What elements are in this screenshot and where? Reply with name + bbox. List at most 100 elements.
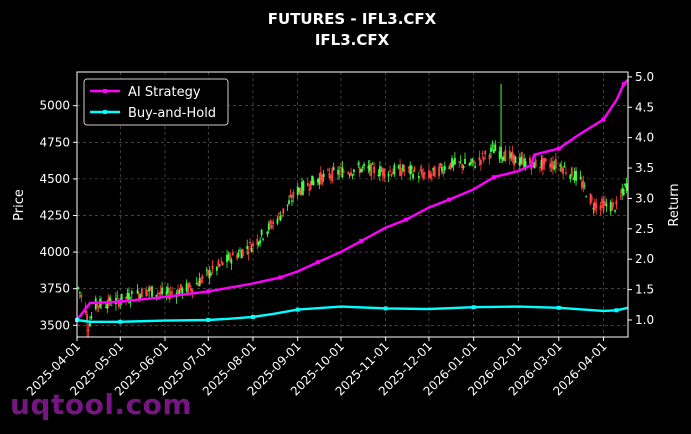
candle-body: [481, 153, 484, 155]
candle-body: [553, 165, 556, 170]
candle-body: [227, 254, 230, 261]
candle-body: [443, 166, 446, 171]
candle-body: [474, 166, 477, 168]
candle-body: [619, 195, 622, 197]
candle-body: [533, 162, 536, 169]
candle-body: [614, 210, 616, 212]
candle-body: [200, 279, 202, 283]
candle-body: [148, 287, 151, 292]
candle-body: [491, 145, 494, 147]
candle-body: [190, 287, 192, 291]
candle-body: [90, 316, 93, 319]
candle-body: [158, 292, 161, 295]
candle-body: [250, 248, 253, 252]
candle-body: [508, 150, 511, 159]
candle-body: [187, 284, 189, 293]
candle-body: [565, 172, 567, 174]
candle-body: [340, 167, 342, 169]
chart-title: FUTURES - IFL3.CFX: [268, 10, 437, 28]
candle-body: [178, 290, 181, 295]
candle-body: [197, 283, 200, 287]
y-tick-label: 4500: [39, 172, 70, 186]
candle-body: [569, 174, 572, 179]
candle-body: [249, 241, 251, 244]
candle-body: [282, 208, 285, 214]
candle-body: [393, 165, 396, 175]
candle-body: [511, 152, 514, 160]
ai-strategy-line-marker: [621, 82, 626, 87]
y-right-tick-label: 1.5: [635, 283, 654, 297]
ai-strategy-line-marker: [206, 289, 211, 294]
candle-body: [540, 160, 543, 168]
candle-body: [429, 173, 432, 179]
candle-body: [141, 288, 143, 298]
candle-body: [438, 166, 440, 177]
candle-body: [159, 291, 162, 294]
candle-body: [380, 170, 383, 172]
candle-body: [381, 168, 384, 176]
candle-body: [308, 188, 311, 191]
candle-body: [231, 252, 234, 256]
candle-body: [161, 287, 164, 295]
candle-body: [302, 181, 305, 191]
buy-and-hold-line-marker: [118, 319, 123, 324]
candle-body: [266, 231, 269, 235]
candle-body: [377, 174, 380, 177]
buy-and-hold-line-marker: [295, 307, 300, 312]
candle-body: [368, 164, 371, 172]
candle-body: [504, 150, 507, 162]
candle-body: [80, 294, 83, 298]
candle-body: [570, 167, 573, 177]
candle-body: [420, 169, 423, 175]
candle-body: [454, 157, 456, 165]
candle-body: [217, 260, 220, 266]
candle-body: [146, 290, 149, 292]
candle-body: [109, 297, 112, 304]
candle-body: [492, 149, 495, 154]
candle-body: [177, 288, 179, 296]
candle-body: [221, 262, 224, 266]
y-right-tick-label: 1.0: [635, 313, 654, 327]
y-tick-label: 4250: [39, 208, 70, 222]
candle-body: [241, 249, 244, 257]
candle-body: [370, 163, 373, 177]
candle-body: [612, 202, 615, 204]
candle-body: [288, 200, 290, 204]
candle-body: [316, 179, 319, 183]
candle-body: [151, 286, 153, 297]
candle-body: [291, 200, 293, 202]
candle-body: [452, 161, 455, 165]
candle-body: [318, 177, 321, 185]
candle-body: [195, 282, 198, 285]
candle-body: [357, 163, 360, 165]
candle-body: [494, 144, 497, 151]
candle-body: [469, 162, 472, 165]
candle-body: [257, 241, 260, 246]
candle-body: [367, 166, 370, 169]
candle-body: [611, 202, 614, 211]
candle-body: [179, 284, 182, 291]
candle-body: [149, 288, 152, 290]
y-right-tick-label: 3.5: [635, 161, 654, 175]
candle-body: [549, 164, 552, 168]
candle-body: [312, 180, 315, 185]
candle-body: [498, 151, 501, 159]
candle-body: [296, 186, 299, 195]
candle-body: [575, 171, 577, 181]
candle-body: [107, 296, 110, 305]
candle-body: [205, 269, 208, 271]
candle-body: [286, 204, 289, 206]
candle-body: [449, 162, 452, 169]
candle-body: [471, 158, 474, 163]
candle-body: [583, 185, 586, 187]
candle-body: [397, 165, 400, 169]
candle-body: [156, 293, 159, 295]
candle-body: [432, 167, 435, 171]
candle-body: [120, 293, 123, 303]
ai-strategy-line-marker: [447, 197, 452, 202]
candle-body: [503, 156, 505, 161]
candle-body: [589, 193, 592, 204]
candle-body: [464, 158, 466, 165]
candle-body: [430, 174, 433, 176]
